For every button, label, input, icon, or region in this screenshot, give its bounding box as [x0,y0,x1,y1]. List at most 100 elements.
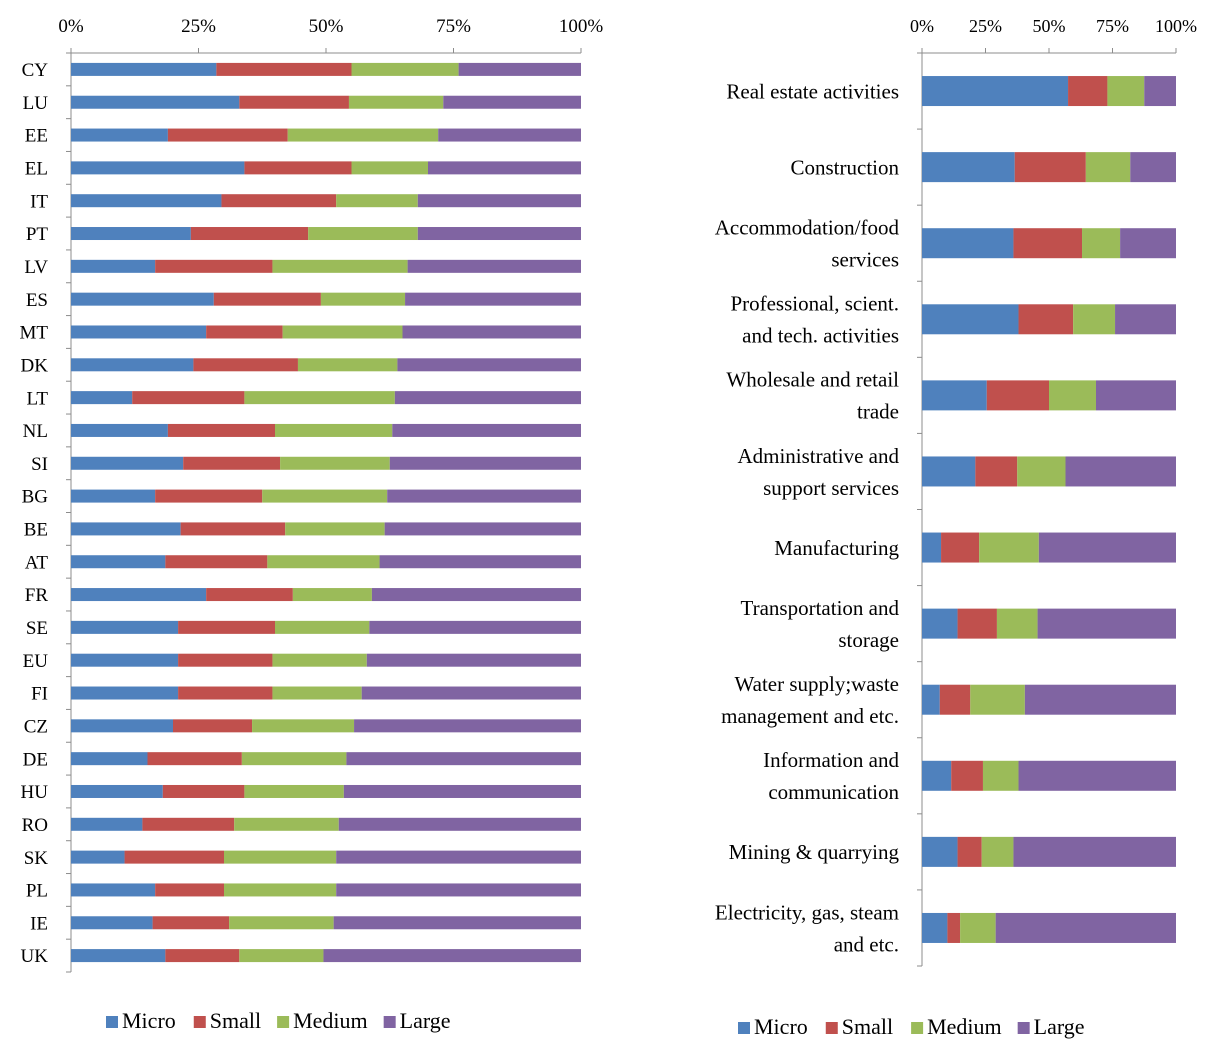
bar-segment-medium [224,850,337,864]
bar-segment-small [193,358,298,372]
bar-segment-micro [71,95,240,109]
category-label-cz: CZ [24,716,48,737]
legend-swatch-medium [911,1022,924,1034]
category-label-line: NL [23,421,48,442]
category-label-real-estate-activities: Real estate activities [726,79,899,103]
category-label-mt: MT [20,323,49,344]
category-label-information-and-communication: Information and communication [763,748,899,804]
bar-segment-small [1013,228,1083,259]
bar-segment-small [975,456,1018,487]
bar-segment-large [387,489,581,503]
category-label-line: MT [20,323,49,344]
bar-segment-large [417,194,581,208]
bar-segment-medium [351,62,459,76]
bar-segment-medium [982,760,1019,791]
category-label-line: and tech. activities [742,324,899,348]
bar-segment-small [167,423,275,437]
category-label-transportation-and-storage: Transportation and storage [741,596,900,652]
category-label-line: BE [24,520,48,541]
bar-segment-large [1065,456,1176,487]
category-label-lu: LU [23,93,49,114]
category-label-accommodation-food-services: Accommodation/food services [715,216,900,272]
bar-segment-micro [71,391,133,405]
bar-segment-small [162,784,245,798]
bar-segment-small [939,684,971,715]
category-label-si: SI [31,454,48,475]
category-label-line: Wholesale and retail [726,368,899,392]
legend-label-medium: Medium [927,1014,1002,1039]
bar-segment-medium [1085,152,1131,183]
category-label-line: IE [30,913,48,934]
category-label-line: Administrative and [737,444,899,468]
bar-segment-micro [71,653,179,667]
bar-segment-micro [922,608,958,639]
bar-segment-small [941,532,980,563]
bar-segment-medium [1082,228,1121,259]
category-label-line: PT [26,224,49,245]
category-label-line: Information and [763,748,899,772]
bar-segment-micro [71,62,217,76]
category-label-at: AT [25,552,49,573]
category-label-se: SE [26,618,48,639]
category-label-bg: BG [22,487,49,508]
category-label-eu: EU [23,651,49,672]
bar-segment-large [346,752,581,766]
bar-segment-small [155,489,263,503]
bar-segment-micro [71,555,166,569]
bar-segment-medium [1107,76,1145,107]
bar-segment-micro [71,686,179,700]
bar-segment-medium [285,522,385,536]
bar-segment-micro [922,304,1019,335]
category-label-line: Water supply;waste [734,672,899,696]
category-label-lv: LV [24,257,48,278]
bar-segment-micro [71,784,163,798]
legend-swatch-small [193,1016,206,1028]
bar-segment-medium [244,784,344,798]
category-label-hu: HU [21,782,49,803]
category-label-line: Construction [791,155,900,179]
bar-segment-large [392,423,581,437]
legend-label-large: Large [400,1008,451,1033]
bar-segment-large [361,686,581,700]
x-tick-label: 25% [181,16,216,37]
legend-label-small: Small [842,1014,893,1039]
category-label-line: EU [23,651,49,672]
bar-segment-medium [960,912,996,943]
bar-segment-large [1144,76,1176,107]
bar-segment-medium [981,836,1014,867]
category-label-line: trade [857,400,899,424]
category-label-line: PL [26,881,48,902]
bar-segment-large [1095,380,1176,411]
category-label-es: ES [26,290,48,311]
bar-segment-large [1037,608,1176,639]
bar-segment-large [343,784,581,798]
category-label-line: IT [30,191,48,212]
category-label-construction: Construction [791,155,900,179]
bar-segment-small [142,817,235,831]
category-label-manufacturing: Manufacturing [774,536,899,560]
bar-segment-small [173,719,253,733]
bar-segment-large [354,719,581,733]
bar-segment-small [190,227,309,241]
bar-segment-large [323,949,581,963]
category-label-nl: NL [23,421,48,442]
bar-segment-micro [922,760,952,791]
category-label-line: management and etc. [721,704,899,728]
x-tick-label: 75% [436,16,471,37]
category-label-line: communication [768,780,899,804]
bar-segment-large [405,292,581,306]
category-label-line: Mining & quarrying [729,840,900,864]
category-label-line: ES [26,290,48,311]
bar-segment-micro [71,522,181,536]
category-label-line: UK [21,946,49,967]
bar-segment-medium [272,653,367,667]
bar-segment-medium [234,817,339,831]
bar-segment-large [333,916,581,930]
category-label-fi: FI [31,684,48,705]
bar-segment-small [957,608,997,639]
bar-segment-large [1018,760,1176,791]
bar-segment-small [206,325,283,339]
category-label-professional-scient-and-tech-activities: Professional, scient. and tech. activitie… [730,292,899,348]
category-label-cy: CY [22,60,49,81]
